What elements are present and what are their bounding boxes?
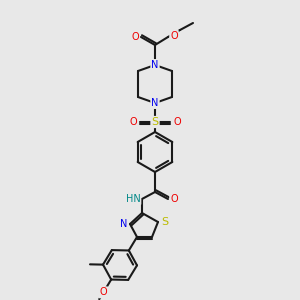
Text: N: N <box>151 60 159 70</box>
Text: O: O <box>170 194 178 204</box>
Text: O: O <box>131 32 139 42</box>
Text: O: O <box>129 117 137 127</box>
Text: O: O <box>173 117 181 127</box>
Text: S: S <box>161 217 169 227</box>
Text: HN: HN <box>126 194 140 204</box>
Text: O: O <box>170 31 178 41</box>
Text: S: S <box>152 117 159 127</box>
Text: N: N <box>120 219 128 229</box>
Text: O: O <box>100 287 107 297</box>
Text: N: N <box>151 98 159 108</box>
